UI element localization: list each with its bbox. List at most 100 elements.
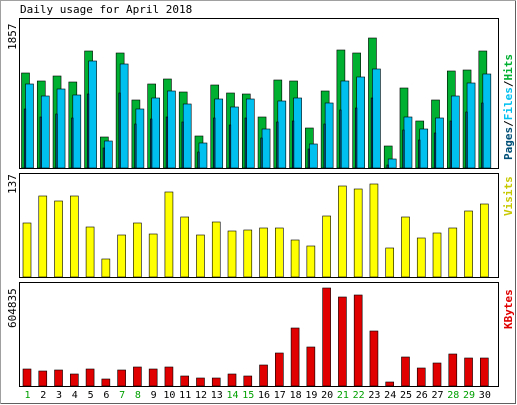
kbytes-bar <box>133 366 142 387</box>
files-bar <box>277 100 287 169</box>
files-bar <box>324 102 334 169</box>
visits-bar <box>401 216 410 278</box>
kbytes-bar <box>448 353 458 387</box>
kbytes-bar <box>290 327 300 387</box>
kbytes-bar <box>480 357 489 387</box>
legend-kbytes: KBytes <box>502 289 515 329</box>
pages-bar <box>244 117 247 169</box>
visits-bar <box>322 215 331 278</box>
pages-bar <box>276 121 279 169</box>
kbytes-bar <box>243 375 253 387</box>
day-label: 6 <box>103 390 109 401</box>
day-label: 12 <box>195 390 207 401</box>
files-bar <box>435 117 444 169</box>
day-label: 18 <box>290 390 302 401</box>
files-bar <box>151 97 160 169</box>
pages-bar <box>481 102 484 169</box>
day-label: 14 <box>226 390 238 401</box>
pages-bar <box>134 123 137 169</box>
pages-bar <box>197 151 200 169</box>
pages-bar <box>102 147 105 169</box>
visits-bar <box>353 188 363 278</box>
legend-pages: Pages <box>502 127 515 160</box>
files-bar <box>182 103 192 169</box>
visits-bar <box>22 222 32 278</box>
visits-bar <box>448 227 458 278</box>
kbytes-bar <box>369 330 379 387</box>
files-bar <box>419 128 429 169</box>
kbytes-bar <box>54 369 63 387</box>
pages-bar <box>465 111 468 169</box>
pages-bar <box>323 123 326 169</box>
visits-bar <box>290 239 300 278</box>
pages-bar <box>213 117 216 169</box>
files-bar <box>40 95 50 169</box>
files-bar <box>261 128 271 169</box>
files-bar <box>293 97 302 169</box>
day-label: 9 <box>151 390 157 401</box>
files-bar <box>356 76 365 169</box>
day-label: 15 <box>242 390 254 401</box>
visits-bar <box>480 203 489 278</box>
visits-bar <box>85 226 95 278</box>
pages-bar <box>355 107 358 169</box>
pages-bar <box>386 164 389 169</box>
visits-bar <box>369 183 379 278</box>
day-label: 5 <box>88 390 94 401</box>
visits-bar <box>338 185 347 278</box>
visits-bar <box>196 234 205 278</box>
kbytes-bar <box>148 368 158 387</box>
day-labels: 1 2 3 4 5 6 7 8 9 10 11 12 13 14 15 16 17 18 19 20 21 22 23 24 2… <box>24 390 490 401</box>
kbytes-bar <box>101 378 111 387</box>
kbytes-bar <box>164 366 174 387</box>
kbytes-bar <box>322 287 331 387</box>
kbytes-bar <box>22 368 32 387</box>
visits-bar <box>416 237 426 278</box>
kbytes-bar <box>38 370 48 387</box>
pages-bar <box>55 113 58 169</box>
pages-bar <box>39 116 42 169</box>
pages-bar <box>291 120 295 169</box>
day-label: 17 <box>274 390 286 401</box>
visits-bar <box>432 232 442 278</box>
pages-bar <box>449 120 452 169</box>
kbytes-bar <box>464 357 473 387</box>
pages-bar <box>86 93 90 169</box>
files-bar <box>387 158 397 169</box>
visits-bar <box>227 230 237 278</box>
kbytes-bar <box>401 356 410 387</box>
kbytes-bar <box>353 294 363 387</box>
day-label: 30 <box>479 390 491 401</box>
visits-bar <box>275 227 284 278</box>
visits-bar <box>70 195 79 278</box>
files-bar <box>104 140 113 169</box>
kbytes-bar <box>306 346 316 387</box>
pages-bar <box>228 124 232 169</box>
visits-bar <box>211 221 221 278</box>
files-bar <box>450 95 460 169</box>
pages-bar <box>260 137 263 169</box>
day-label: 1 <box>24 390 30 401</box>
pages-bar <box>23 108 27 169</box>
day-label: 24 <box>384 390 396 401</box>
day-label: 20 <box>321 390 333 401</box>
pages-bar <box>370 97 374 169</box>
kbytes-bar <box>432 362 442 387</box>
hits-panel: 1857 Pages/Files/Hits <box>6 18 515 169</box>
visits-bars <box>22 183 489 278</box>
kbytes-bar <box>275 352 284 387</box>
visits-bar <box>164 191 174 278</box>
files-bar <box>482 73 492 169</box>
pages-bar <box>307 148 310 169</box>
day-label: 23 <box>368 390 380 401</box>
legend-hits: Hits <box>502 54 515 81</box>
files-bar <box>88 60 97 169</box>
day-label: 27 <box>431 390 443 401</box>
hits-bars <box>21 37 492 169</box>
kbytes-bar <box>70 373 79 387</box>
files-bar <box>198 142 208 169</box>
kbytes-bars <box>22 287 489 387</box>
legend-visits: Visits <box>502 176 515 216</box>
kbytes-bar <box>196 377 205 387</box>
visits-bar <box>148 233 158 278</box>
